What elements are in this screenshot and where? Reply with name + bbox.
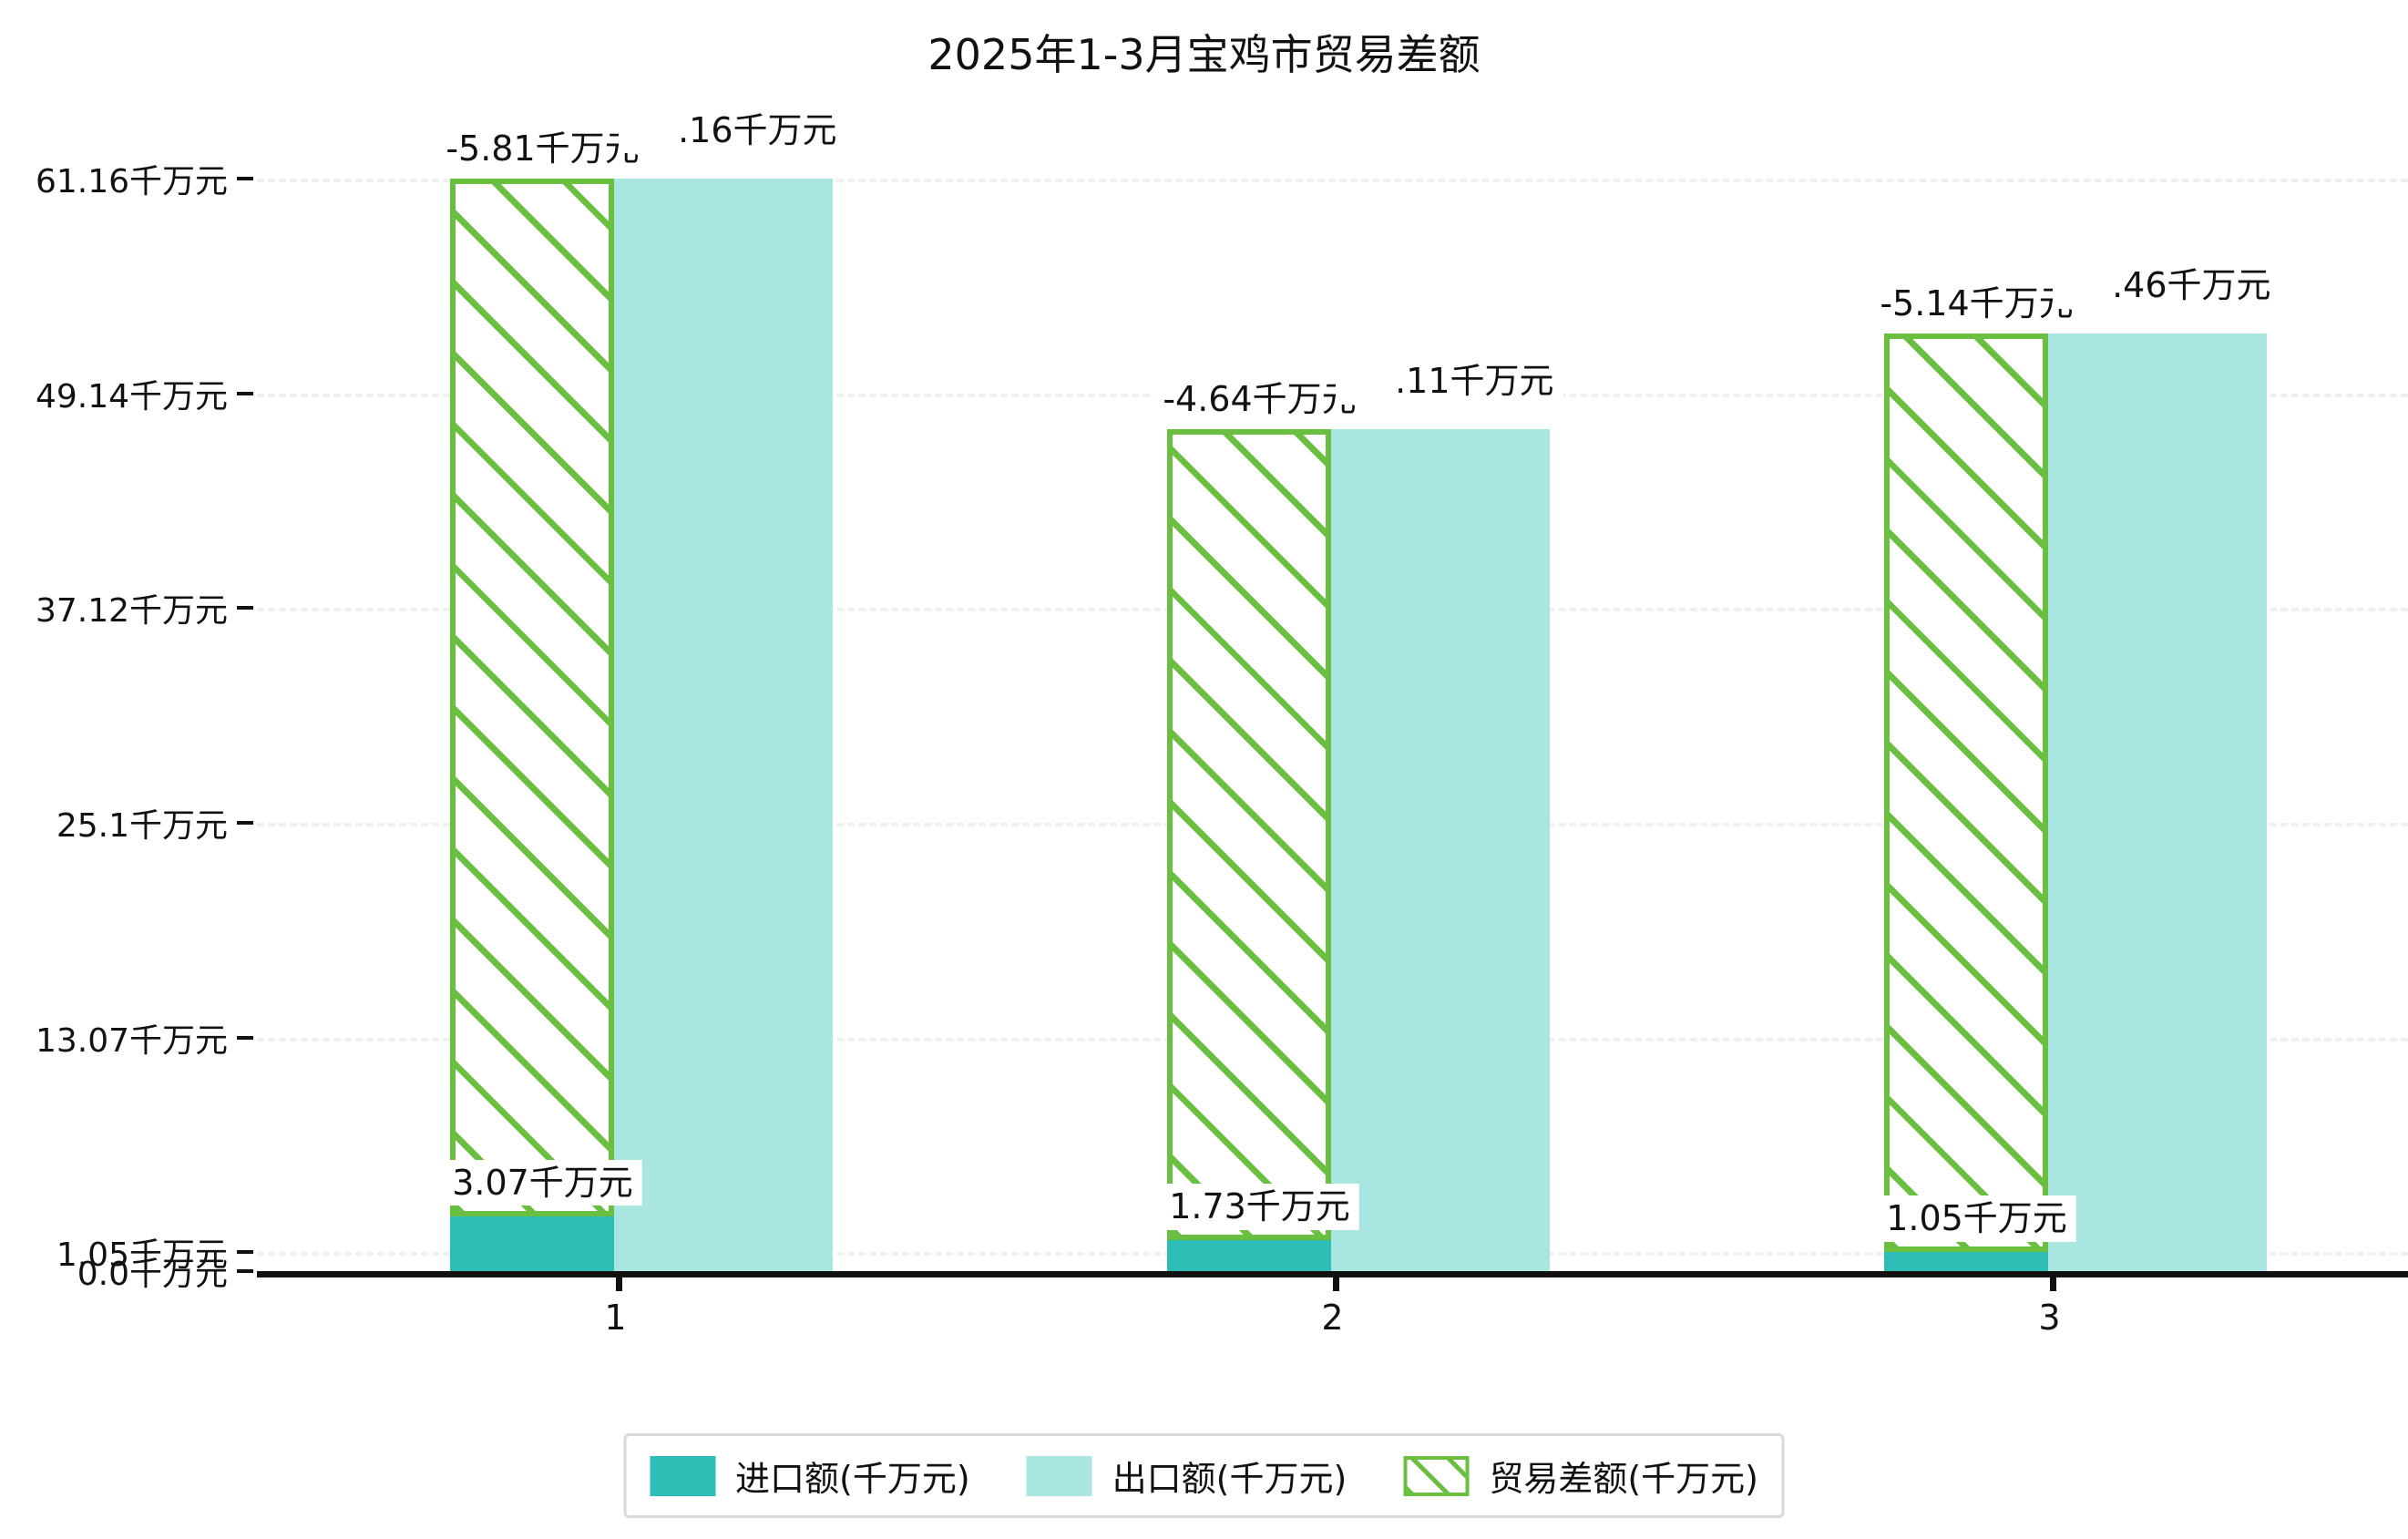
y-axis-tick-mark xyxy=(237,820,253,825)
legend-swatch-trade-balance xyxy=(1403,1455,1470,1496)
value-label-trade-balance: -5.14千万元 xyxy=(1870,281,2083,327)
value-label-import: 1.05千万元 xyxy=(1877,1195,2076,1242)
y-axis-tick-label: 0.0千万元 xyxy=(77,1256,228,1293)
y-axis-tick-label: 1.05千万元 xyxy=(56,1236,228,1275)
y-axis-tick-mark xyxy=(237,1035,253,1040)
y-axis-tick-label: 13.07千万元 xyxy=(35,1021,228,1060)
legend-swatch-export xyxy=(1026,1455,1092,1496)
legend-item-trade-balance[interactable]: 贸易差额(千万元) xyxy=(1403,1451,1758,1501)
x-axis-tick-label: 3 xyxy=(2038,1298,2061,1338)
value-label-export: .46千万元 xyxy=(2052,262,2280,309)
y-axis-tick-label: 49.14千万元 xyxy=(35,377,228,416)
bar-trade-balance[interactable] xyxy=(1883,333,2048,1253)
y-axis-tick-mark xyxy=(237,1269,253,1273)
y-axis-tick-mark xyxy=(237,1250,253,1255)
legend-item-label: 出口额(千万元) xyxy=(1112,1459,1347,1499)
bar-import[interactable] xyxy=(1166,1240,1331,1271)
y-axis-tick-mark xyxy=(237,176,253,180)
value-label-export: .11千万元 xyxy=(1335,358,1563,405)
y-axis-tick-label: 25.1千万元 xyxy=(56,806,228,845)
gridline xyxy=(257,178,2408,182)
legend[interactable]: 进口额(千万元) 出口额(千万元) 贸易差额(千万元) xyxy=(623,1433,1785,1518)
bar-import[interactable] xyxy=(449,1216,614,1271)
x-axis-tick-mark xyxy=(615,1271,622,1291)
value-label-trade-balance: -5.81千万元 xyxy=(436,125,649,172)
legend-item-export[interactable]: 出口额(千万元) xyxy=(1026,1451,1347,1501)
bar-trade-balance[interactable] xyxy=(449,178,614,1216)
bar-export[interactable] xyxy=(2047,333,2267,1271)
legend-item-label: 贸易差额(千万元) xyxy=(1489,1459,1758,1499)
bar-import[interactable] xyxy=(1883,1252,2048,1271)
bar-export[interactable] xyxy=(613,178,833,1271)
legend-item-label: 进口额(千万元) xyxy=(735,1459,970,1499)
y-axis-tick-mark xyxy=(237,391,253,395)
x-axis-tick-label: 2 xyxy=(1321,1298,1344,1338)
x-axis-tick-mark xyxy=(1332,1271,1339,1291)
value-label-export: .16千万元 xyxy=(618,107,846,154)
legend-item-import[interactable]: 进口额(千万元) xyxy=(650,1451,970,1501)
x-axis-tick-label: 1 xyxy=(604,1298,627,1338)
page-title: 2025年1-3月宝鸡市贸易差额 xyxy=(927,30,1481,79)
y-axis-tick-label: 37.12千万元 xyxy=(35,592,228,631)
bar-export[interactable] xyxy=(1330,429,1550,1271)
value-label-import: 3.07千万元 xyxy=(443,1159,642,1206)
y-axis-tick-label: 61.16千万元 xyxy=(35,162,228,200)
value-label-import: 1.73千万元 xyxy=(1160,1184,1359,1230)
value-label-trade-balance: -4.64千万元 xyxy=(1153,376,1366,423)
x-axis-tick-mark xyxy=(2049,1271,2056,1291)
y-axis-tick-mark xyxy=(237,606,253,610)
legend-swatch-import xyxy=(650,1455,716,1496)
bar-trade-balance[interactable] xyxy=(1166,429,1331,1241)
